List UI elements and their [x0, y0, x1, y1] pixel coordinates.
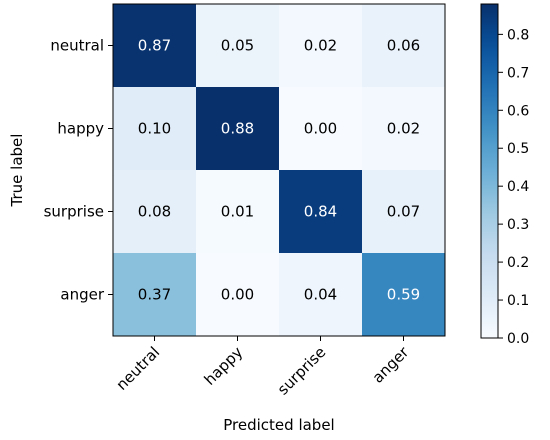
cell-value-label: 0.08 — [138, 203, 171, 221]
x-tick-label: surprise — [274, 343, 329, 398]
x-axis-title: Predicted label — [223, 416, 334, 434]
cell-value-label: 0.05 — [221, 37, 254, 55]
y-tick-label: surprise — [44, 203, 104, 221]
colorbar-ticks: 0.0 0.1 0.2 0.3 0.4 0.5 0.6 0.7 0.8 — [498, 27, 529, 347]
plot-frame — [112, 3, 446, 337]
y-tick-label: neutral — [50, 37, 104, 55]
cell-value-label: 0.06 — [387, 37, 420, 55]
cell-value-label: 0.59 — [387, 286, 420, 304]
y-axis-ticks: neutral happy surprise anger — [44, 37, 113, 304]
colorbar-tick-label: 0.5 — [507, 141, 529, 157]
x-axis-ticks: neutral happy surprise anger — [113, 336, 413, 399]
cell-value-label: 0.00 — [221, 286, 254, 304]
heatmap-cell — [362, 87, 445, 170]
colorbar-tick-label: 0.0 — [507, 331, 529, 347]
y-tick-label: anger — [60, 286, 104, 304]
y-tick-label: happy — [57, 120, 104, 138]
cell-value-label: 0.00 — [304, 120, 337, 138]
heatmap-cells — [113, 4, 445, 336]
x-tick-label: happy — [201, 343, 247, 389]
heatmap-cell — [113, 170, 196, 253]
colorbar-tick-label: 0.1 — [507, 293, 529, 309]
heatmap-cell — [196, 87, 279, 170]
x-tick-label: neutral — [113, 343, 164, 394]
heatmap-cell — [279, 170, 362, 253]
y-axis-title: True label — [8, 134, 26, 208]
heatmap-cell — [362, 4, 445, 87]
heatmap-cell-labels: 0.87 0.05 0.02 0.06 0.10 0.88 0.00 0.02 0.08 0.01… — [138, 37, 420, 304]
cell-value-label: 0.37 — [138, 286, 171, 304]
heatmap-cell — [196, 170, 279, 253]
heatmap-cell — [362, 253, 445, 336]
cell-value-label: 0.84 — [304, 203, 337, 221]
heatmap-cell — [279, 253, 362, 336]
heatmap-cell — [279, 87, 362, 170]
cell-value-label: 0.87 — [138, 37, 171, 55]
cell-value-label: 0.88 — [221, 120, 254, 138]
heatmap-cell — [196, 253, 279, 336]
cell-value-label: 0.07 — [387, 203, 420, 221]
colorbar-tick-label: 0.3 — [507, 217, 529, 233]
colorbar-tick-label: 0.7 — [507, 65, 529, 81]
cell-value-label: 0.01 — [221, 203, 254, 221]
cell-value-label: 0.10 — [138, 120, 171, 138]
colorbar-tick-label: 0.8 — [507, 27, 529, 43]
heatmap-cell — [279, 4, 362, 87]
heatmap-cell — [362, 170, 445, 253]
x-tick-label: anger — [369, 343, 413, 387]
cell-value-label: 0.04 — [304, 286, 337, 304]
heatmap-cell — [196, 4, 279, 87]
colorbar-tick-label: 0.6 — [507, 103, 529, 119]
colorbar — [480, 3, 499, 339]
colorbar-tick-label: 0.2 — [507, 255, 529, 271]
heatmap-cell — [113, 253, 196, 336]
cell-value-label: 0.02 — [387, 120, 420, 138]
cell-value-label: 0.02 — [304, 37, 337, 55]
heatmap-cell — [113, 4, 196, 87]
colorbar-tick-label: 0.4 — [507, 179, 529, 195]
heatmap-cell — [113, 87, 196, 170]
